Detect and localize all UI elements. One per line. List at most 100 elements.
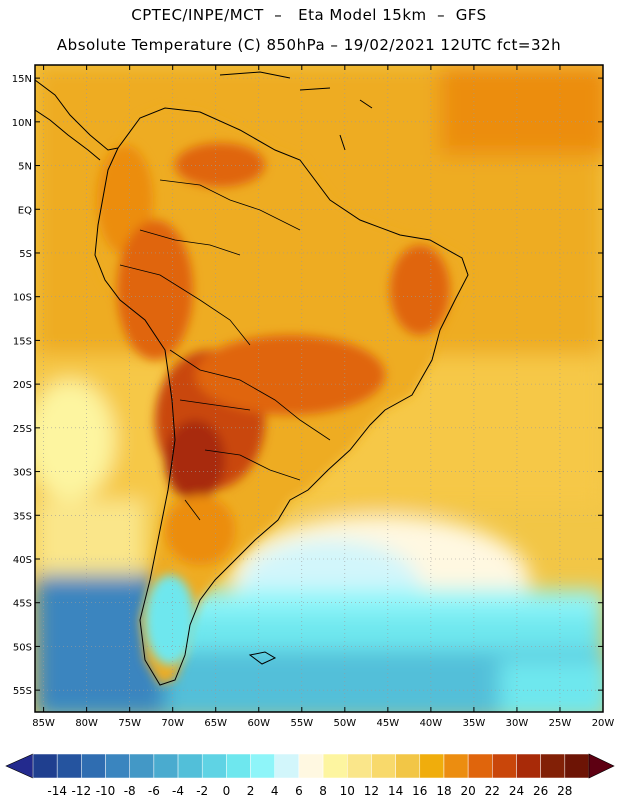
colorbar-swatch — [347, 753, 372, 779]
colorbar-swatch — [56, 753, 82, 779]
latitude-axis: 15N 10N 5N EQ 5S 10S 15S 20S 25S 30S 35S 40S 45S 50S 5… — [12, 74, 603, 697]
colorbar-swatch — [540, 753, 566, 779]
colorbar-label: -10 — [96, 784, 116, 798]
lat-label: EQ — [18, 205, 32, 216]
land-chaco-core — [165, 420, 225, 500]
land-patagonia-north — [165, 495, 235, 565]
lon-label: 60W — [247, 718, 270, 729]
lat-label: 5N — [18, 162, 32, 173]
land-andes-peru — [117, 220, 193, 360]
ocean-band-sw-atlantic — [500, 660, 603, 712]
colorbar-swatch — [105, 753, 130, 779]
colorbar-label: 22 — [485, 784, 500, 798]
map-frame — [34, 64, 604, 713]
land-venezuela — [175, 143, 265, 187]
lat-label: 55S — [13, 686, 32, 697]
central-america-coastline — [35, 79, 119, 161]
lat-label: 35S — [13, 511, 32, 522]
colorbar-label: 26 — [533, 784, 548, 798]
lat-label: 15N — [12, 74, 32, 85]
colorbar-label: 4 — [271, 784, 279, 798]
lon-label: 50W — [334, 718, 357, 729]
lat-label: 5S — [19, 249, 32, 260]
colorbar: -14 -12 -10 -8 -6 -4 -2 0 2 4 6 8 10 12 14 16 18 20 22 24 26… — [5, 753, 615, 798]
colorbar-label: 6 — [295, 784, 303, 798]
caribbean-islands — [219, 71, 373, 151]
ocean-band-pacific-cool — [35, 380, 115, 500]
graticule — [35, 65, 603, 712]
lat-label: 30S — [13, 468, 32, 479]
colorbar-label: 28 — [557, 784, 572, 798]
lon-label: 75W — [118, 718, 141, 729]
lat-label: 10S — [13, 293, 32, 304]
colorbar-swatch — [467, 753, 493, 779]
chart-title-field: Absolute Temperature (C) 850hPa – 19/02/… — [56, 36, 562, 54]
lon-label: 30W — [506, 718, 529, 729]
colorbar-swatch — [492, 753, 517, 779]
temperature-field — [35, 65, 603, 712]
lon-label: 20W — [592, 718, 615, 729]
colorbar-label: 8 — [319, 784, 327, 798]
lat-label: 50S — [13, 642, 32, 653]
colorbar-label: -4 — [172, 784, 184, 798]
colorbar-swatch — [177, 753, 203, 779]
lat-label: 25S — [13, 424, 32, 435]
lon-label: 45W — [377, 718, 400, 729]
colorbar-swatch — [371, 753, 396, 779]
land-hot-zones — [97, 143, 450, 665]
longitude-axis: 85W 80W 75W 70W 65W 60W 55W 50W 45W 40W 35W 30W 25W 2… — [32, 65, 614, 729]
lat-label: 45S — [13, 599, 32, 610]
colorbar-arrow-low — [5, 753, 34, 779]
land-temperature — [95, 108, 468, 685]
lon-label: 80W — [75, 718, 98, 729]
colorbar-label: -2 — [196, 784, 208, 798]
colorbar-swatch — [516, 753, 541, 779]
lon-label: 55W — [290, 718, 313, 729]
colorbar-swatch — [443, 753, 469, 779]
colorbar-swatch — [226, 753, 251, 779]
lon-label: 35W — [463, 718, 486, 729]
colorbar-swatch — [129, 753, 155, 779]
lon-label: 70W — [161, 718, 184, 729]
colorbar-label: 0 — [223, 784, 231, 798]
colorbar-label: 2 — [247, 784, 255, 798]
colorbar-swatch — [322, 753, 348, 779]
colorbar-swatch — [298, 753, 324, 779]
lat-label: 15S — [13, 336, 32, 347]
colorbar-label: -12 — [72, 784, 92, 798]
land-ne-brazil — [390, 245, 450, 335]
colorbar-swatch — [81, 753, 106, 779]
colorbar-label: -8 — [124, 784, 136, 798]
colorbar-swatch — [153, 753, 179, 779]
falklands-coastline — [248, 651, 277, 665]
land-patagonia-south — [145, 575, 195, 665]
colorbar-label: 14 — [388, 784, 403, 798]
colorbar-label: 10 — [340, 784, 355, 798]
colorbar-label: 24 — [509, 784, 524, 798]
colorbar-label: -14 — [47, 784, 67, 798]
colorbar-label: -6 — [148, 784, 160, 798]
colorbar-swatch — [250, 753, 275, 779]
colorbar-swatch — [32, 753, 58, 779]
south-america-coastline — [94, 107, 469, 686]
chart-title-model: CPTEC/INPE/MCT – Eta Model 15km – GFS — [131, 6, 487, 24]
lon-label: 25W — [549, 718, 572, 729]
colorbar-swatch — [419, 753, 445, 779]
colorbar-label: 18 — [436, 784, 451, 798]
land-central-brazil — [195, 335, 385, 415]
colorbar-swatch — [274, 753, 300, 779]
colorbar-swatch — [395, 753, 421, 779]
colorbar-label: 20 — [460, 784, 475, 798]
colorbar-swatch — [564, 753, 590, 779]
lat-label: 40S — [13, 555, 32, 566]
lon-label: 65W — [204, 718, 227, 729]
lat-label: 20S — [13, 380, 32, 391]
lat-label: 10N — [12, 118, 32, 129]
ocean-band-warm-ne — [440, 65, 603, 155]
coastlines — [35, 71, 469, 686]
lon-label: 85W — [32, 718, 55, 729]
lon-label: 40W — [420, 718, 443, 729]
colorbar-label: 12 — [364, 784, 379, 798]
